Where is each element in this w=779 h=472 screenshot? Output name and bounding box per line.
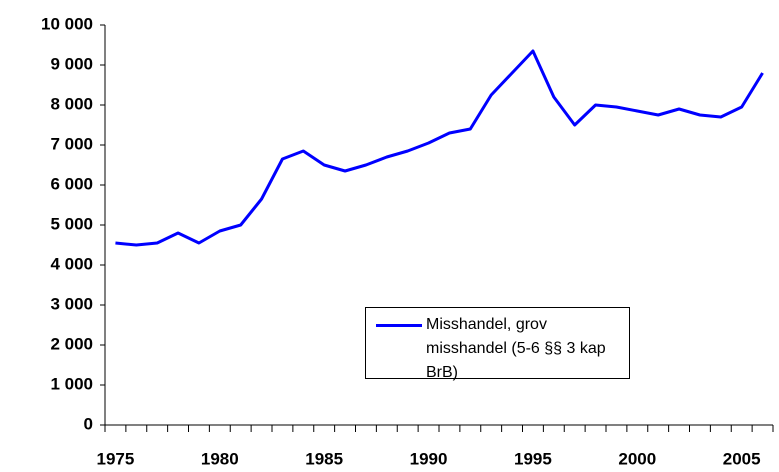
y-tick-label: 9 000 [50, 54, 93, 73]
y-tick-label: 0 [84, 414, 93, 433]
x-tick-label: 1975 [97, 449, 135, 468]
x-tick-label: 1995 [514, 449, 552, 468]
y-tick-label: 1 000 [50, 374, 93, 393]
x-tick-label: 2000 [618, 449, 656, 468]
x-tick-label: 1990 [410, 449, 448, 468]
y-tick-label: 8 000 [50, 94, 93, 113]
x-tick-label: 2005 [723, 449, 761, 468]
y-tick-label: 5 000 [50, 214, 93, 233]
x-tick-label: 1985 [305, 449, 343, 468]
y-tick-label: 10 000 [41, 14, 93, 33]
x-tick-label: 1980 [201, 449, 239, 468]
y-tick-label: 3 000 [50, 294, 93, 313]
legend-swatch [376, 324, 422, 327]
y-tick-label: 4 000 [50, 254, 93, 273]
data-line [115, 49, 764, 247]
y-tick-label: 2 000 [50, 334, 93, 353]
y-tick-label: 6 000 [50, 174, 93, 193]
legend: Misshandel, grov misshandel (5-6 §§ 3 ka… [365, 307, 630, 381]
y-tick-label: 7 000 [50, 134, 93, 153]
legend-label: Misshandel, grov misshandel (5-6 §§ 3 ka… [426, 316, 606, 381]
